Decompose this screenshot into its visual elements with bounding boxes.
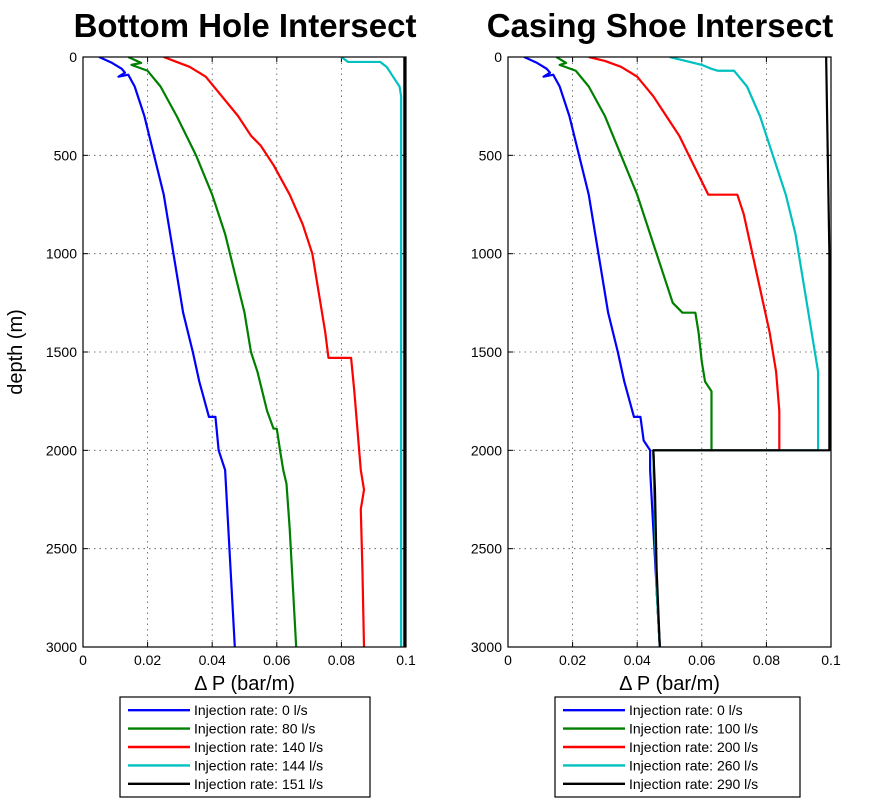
y-tick-label: 1500 <box>471 344 502 360</box>
y-tick-label: 3000 <box>471 639 502 655</box>
y-tick-label: 2500 <box>46 541 77 557</box>
x-tick-label: 0.04 <box>199 652 226 668</box>
x-tick-label: 0.08 <box>328 652 355 668</box>
series-line-2 <box>588 57 781 647</box>
legend-label: Injection rate: 100 l/s <box>629 721 758 737</box>
x-axis-label: Δ P (bar/m) <box>619 673 720 695</box>
series-line-2 <box>163 57 366 647</box>
x-tick-label: 0.02 <box>559 652 586 668</box>
panel-casing-shoe-intersect: Casing Shoe Intersect 0 0.02 0.04 0.06 0.08 0.… <box>471 7 841 798</box>
legend: Injection rate: 0 l/s Injection rate: 80 … <box>119 696 371 798</box>
legend: Injection rate: 0 l/s Injection rate: 100… <box>554 696 801 798</box>
y-axis-label: depth (m) <box>5 309 27 395</box>
y-tick-label: 1000 <box>471 246 502 262</box>
series-line-3 <box>652 57 820 647</box>
plot-frame <box>82 56 407 648</box>
legend-label: Injection rate: 290 l/s <box>629 776 758 792</box>
x-axis-label: Δ P (bar/m) <box>194 673 295 695</box>
x-tick-label: 0.06 <box>263 652 290 668</box>
x-tick-label: 0.08 <box>753 652 780 668</box>
x-tick-label: 0.02 <box>134 652 161 668</box>
y-tick-label: 2000 <box>46 442 77 458</box>
x-tick-label: 0 <box>504 652 512 668</box>
x-tick-label: 0.06 <box>688 652 715 668</box>
x-tick-label: 0.04 <box>624 652 651 668</box>
chart-title: Casing Shoe Intersect <box>487 7 834 44</box>
legend-label: Injection rate: 200 l/s <box>629 739 758 755</box>
y-tick-label: 3000 <box>46 639 77 655</box>
series-line-0 <box>98 57 236 647</box>
y-tick-label: 2000 <box>471 442 502 458</box>
legend-label: Injection rate: 260 l/s <box>629 757 758 773</box>
y-tick-label: 2500 <box>471 541 502 557</box>
legend-label: Injection rate: 144 l/s <box>194 757 323 773</box>
y-tick-label: 0 <box>69 49 77 65</box>
y-tick-label: 0 <box>494 49 502 65</box>
y-tick-label: 500 <box>54 147 78 163</box>
chart-title: Bottom Hole Intersect <box>74 7 417 44</box>
legend-label: Injection rate: 80 l/s <box>194 721 315 737</box>
x-tick-label: 0.1 <box>821 652 841 668</box>
legend-label: Injection rate: 0 l/s <box>194 702 308 718</box>
legend-label: Injection rate: 0 l/s <box>629 702 743 718</box>
x-tick-label: 0 <box>79 652 87 668</box>
series-line-3 <box>340 57 403 647</box>
panel-bottom-hole-intersect: Bottom Hole Intersect 0 0.02 0.04 0.06 0.08 0.… <box>5 7 417 798</box>
plot-frame <box>507 56 832 648</box>
legend-label: Injection rate: 151 l/s <box>194 776 323 792</box>
series-line-1 <box>127 57 298 647</box>
y-tick-label: 1000 <box>46 246 77 262</box>
legend-label: Injection rate: 140 l/s <box>194 739 323 755</box>
series-line-4 <box>652 57 831 647</box>
y-tick-label: 500 <box>479 147 503 163</box>
x-tick-label: 0.1 <box>396 652 416 668</box>
series-line-0 <box>523 57 661 647</box>
y-tick-label: 1500 <box>46 344 77 360</box>
